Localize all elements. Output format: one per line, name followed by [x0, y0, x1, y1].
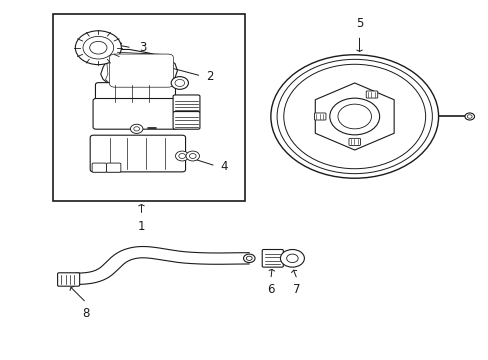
- Circle shape: [185, 151, 199, 161]
- Polygon shape: [105, 55, 122, 86]
- FancyBboxPatch shape: [58, 273, 80, 286]
- Circle shape: [329, 98, 379, 135]
- Text: 4: 4: [220, 161, 227, 174]
- FancyBboxPatch shape: [95, 83, 175, 104]
- Text: 8: 8: [82, 307, 90, 320]
- FancyBboxPatch shape: [92, 163, 106, 172]
- Circle shape: [134, 127, 139, 131]
- Text: 3: 3: [139, 41, 146, 54]
- Circle shape: [464, 113, 473, 120]
- FancyBboxPatch shape: [109, 54, 173, 87]
- Circle shape: [243, 254, 255, 262]
- FancyBboxPatch shape: [348, 138, 360, 145]
- FancyBboxPatch shape: [90, 135, 185, 172]
- FancyBboxPatch shape: [314, 113, 325, 120]
- FancyBboxPatch shape: [173, 112, 200, 129]
- Circle shape: [175, 151, 188, 161]
- Circle shape: [337, 104, 371, 129]
- Text: 6: 6: [266, 283, 274, 296]
- Circle shape: [89, 41, 107, 54]
- Circle shape: [130, 124, 142, 134]
- Bar: [53, 14, 244, 201]
- FancyBboxPatch shape: [93, 99, 178, 129]
- Text: 7: 7: [293, 283, 300, 296]
- Circle shape: [283, 64, 425, 169]
- Circle shape: [189, 154, 196, 158]
- Polygon shape: [315, 83, 393, 150]
- Circle shape: [83, 36, 113, 59]
- Polygon shape: [101, 49, 177, 87]
- Circle shape: [171, 77, 188, 89]
- Circle shape: [277, 59, 431, 174]
- Circle shape: [467, 115, 471, 118]
- Circle shape: [270, 55, 438, 178]
- Circle shape: [75, 31, 121, 65]
- Circle shape: [179, 154, 185, 158]
- Circle shape: [246, 256, 252, 260]
- Circle shape: [175, 80, 184, 86]
- Circle shape: [280, 249, 304, 267]
- FancyBboxPatch shape: [173, 95, 200, 113]
- Text: 1: 1: [138, 220, 145, 233]
- Text: 2: 2: [206, 70, 213, 83]
- FancyBboxPatch shape: [366, 91, 377, 98]
- Circle shape: [286, 254, 298, 262]
- FancyBboxPatch shape: [262, 249, 283, 267]
- FancyBboxPatch shape: [106, 163, 121, 172]
- Text: 5: 5: [355, 17, 363, 30]
